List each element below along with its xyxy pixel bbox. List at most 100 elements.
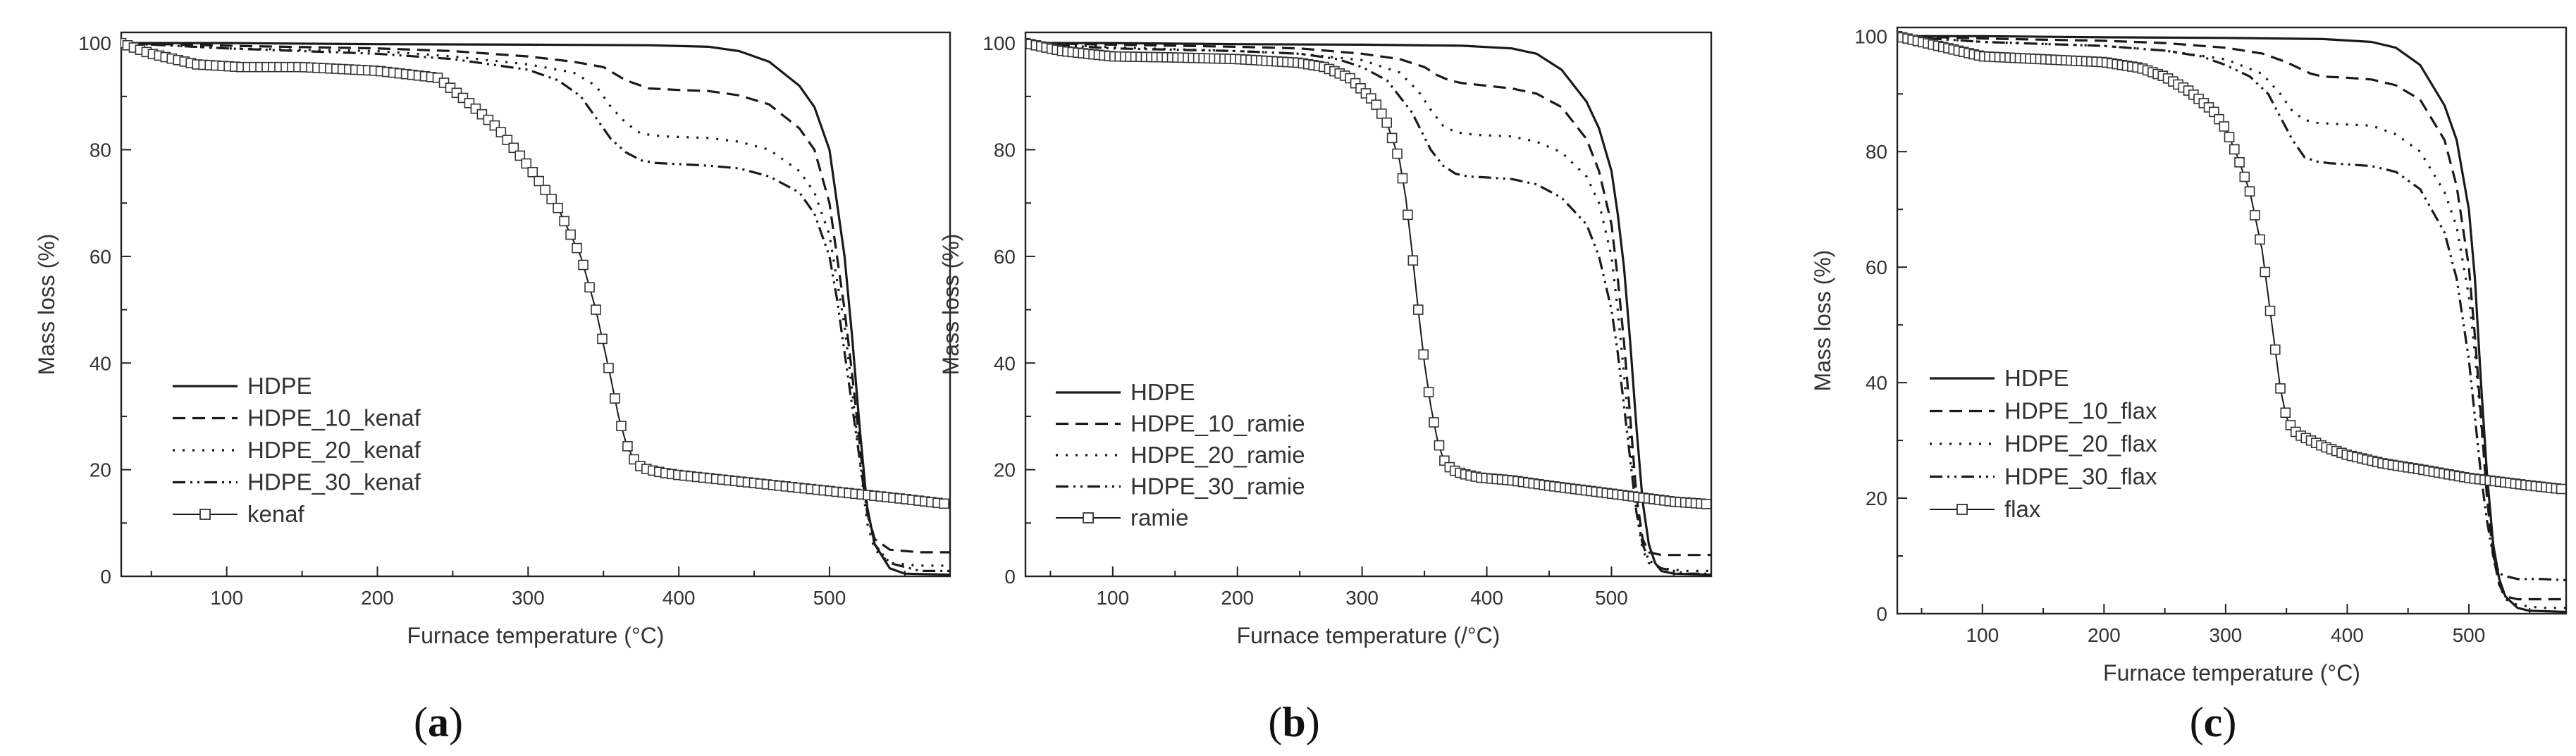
x-tick-label: 400 bbox=[2331, 624, 2364, 646]
y-tick-label: 60 bbox=[90, 246, 111, 268]
legend-label: HDPE_20_ramie bbox=[1130, 442, 1305, 468]
x-axis-title: Furnace temperature (/°C) bbox=[1237, 623, 1500, 648]
series-marker bbox=[1403, 209, 1413, 221]
x-tick-label: 100 bbox=[1096, 587, 1129, 609]
series-marker bbox=[1423, 387, 1434, 397]
series-marker bbox=[534, 175, 545, 187]
series-marker bbox=[2234, 157, 2245, 168]
series-marker bbox=[591, 304, 601, 315]
x-tick-label: 100 bbox=[210, 587, 243, 609]
legend-label: HDPE_30_kenaf bbox=[247, 469, 421, 495]
panel-label: (c) bbox=[2190, 699, 2237, 745]
x-tick-label: 400 bbox=[1470, 587, 1503, 609]
series-line-hdpe-10-flax bbox=[1897, 35, 2566, 601]
y-axis-title: Mass loss (%) bbox=[1810, 250, 1835, 392]
series-line-hdpe-10-ramie bbox=[1025, 42, 1711, 557]
legend-label: HDPE_10_kenaf bbox=[247, 405, 421, 431]
legend-label: HDPE_20_flax bbox=[2004, 430, 2157, 457]
y-tick-label: 20 bbox=[90, 459, 111, 481]
legend: HDPE HDPE_10_kenaf HDPE_20_kenaf HDPE_30_ke… bbox=[173, 373, 421, 527]
series-marker bbox=[603, 362, 614, 373]
y-tick-label: 60 bbox=[1866, 256, 1887, 278]
legend-label: kenaf bbox=[247, 501, 305, 527]
series-marker bbox=[616, 421, 627, 431]
x-tick-label: 500 bbox=[1595, 587, 1628, 609]
y-tick-label: 0 bbox=[1876, 603, 1887, 625]
x-tick-label: 200 bbox=[361, 587, 394, 609]
legend-marker bbox=[1083, 512, 1094, 523]
series-line-hdpe-30-flax bbox=[1897, 35, 2566, 582]
series-marker bbox=[1429, 417, 1439, 428]
series-marker bbox=[2244, 186, 2255, 197]
x-tick-label: 500 bbox=[813, 587, 846, 609]
plot-frame bbox=[1024, 31, 1713, 578]
x-tick-label: 100 bbox=[1966, 624, 1999, 646]
series-marker bbox=[2556, 483, 2566, 495]
y-tick-label: 80 bbox=[994, 140, 1016, 161]
series-marker bbox=[1434, 440, 1445, 451]
series-marker bbox=[508, 142, 519, 154]
series-marker bbox=[495, 127, 507, 137]
series-marker bbox=[1371, 99, 1382, 110]
series-marker bbox=[584, 282, 595, 293]
y-tick-label: 20 bbox=[994, 459, 1016, 481]
legend-label: HDPE_10_ramie bbox=[1130, 411, 1305, 437]
x-tick-label: 200 bbox=[2088, 624, 2121, 646]
series-marker bbox=[2269, 344, 2281, 355]
series-marker bbox=[1376, 109, 1387, 119]
y-tick-label: 40 bbox=[1866, 372, 1887, 394]
series-line-ramie bbox=[1025, 42, 1711, 505]
series-line-hdpe bbox=[1025, 42, 1711, 576]
legend-label: HDPE_30_flax bbox=[2004, 464, 2157, 490]
y-tick-label: 100 bbox=[1854, 25, 1887, 47]
series-marker bbox=[1412, 304, 1424, 315]
x-tick-label: 300 bbox=[512, 587, 545, 609]
series-marker bbox=[1407, 255, 1419, 266]
series-marker bbox=[939, 498, 949, 509]
x-tick-label: 300 bbox=[2210, 624, 2243, 646]
legend-label: HDPE_10_flax bbox=[2004, 398, 2157, 424]
series-marker bbox=[1392, 148, 1403, 159]
legend-label: HDPE_30_ramie bbox=[1130, 473, 1305, 500]
legend-label: HDPE bbox=[1130, 379, 1195, 405]
x-tick-label: 500 bbox=[2453, 624, 2486, 646]
series-line-hdpe-30-ramie bbox=[1025, 42, 1711, 575]
x-axis-title: Furnace temperature (°C) bbox=[2103, 660, 2360, 686]
plot-frame bbox=[1896, 26, 2568, 615]
x-axis-title: Furnace temperature (°C) bbox=[407, 623, 665, 648]
x-tick-label: 200 bbox=[1221, 587, 1254, 609]
y-tick-label: 0 bbox=[100, 566, 111, 588]
chart-panel-a: 100 200 300 400 500 0 20 40 60 80 100 Furnace tempe… bbox=[34, 31, 951, 745]
chart-panel-c: 100 200 300 400 500 0 20 40 60 80 100 Furnace tempe… bbox=[1810, 25, 2568, 745]
series-line-flax bbox=[1897, 35, 2566, 490]
legend-label: HDPE bbox=[247, 373, 312, 399]
legend-label: flax bbox=[2004, 496, 2041, 522]
y-tick-label: 40 bbox=[994, 352, 1016, 374]
series-marker bbox=[2224, 132, 2235, 143]
legend-marker bbox=[1956, 504, 1968, 515]
panel-label: (b) bbox=[1268, 699, 1319, 745]
y-axis-title: Mass loss (%) bbox=[938, 234, 963, 376]
series-marker bbox=[2219, 121, 2230, 132]
series-marker bbox=[622, 441, 633, 452]
series-line-hdpe bbox=[1897, 35, 2566, 614]
y-tick-label: 100 bbox=[982, 32, 1016, 54]
y-axis-title: Mass loss (%) bbox=[34, 234, 59, 376]
series-marker bbox=[514, 150, 526, 161]
series-marker bbox=[2229, 144, 2240, 155]
legend: HDPE HDPE_10_ramie HDPE_20_ramie HDPE_30_ra… bbox=[1056, 379, 1305, 531]
x-tick-label: 400 bbox=[663, 587, 696, 609]
series-marker bbox=[1381, 117, 1392, 128]
series-marker bbox=[553, 202, 563, 213]
panel-label: (a) bbox=[414, 699, 463, 745]
legend-label: HDPE bbox=[2004, 365, 2069, 391]
series-marker bbox=[2275, 383, 2286, 394]
series-marker bbox=[1418, 349, 1429, 360]
series-marker bbox=[2239, 171, 2250, 182]
series-line-hdpe-30-kenaf bbox=[121, 42, 950, 573]
series-marker bbox=[2280, 407, 2291, 419]
series-line-kenaf bbox=[121, 42, 950, 505]
series-line-hdpe-10-kenaf bbox=[121, 42, 950, 554]
series-marker bbox=[578, 259, 588, 271]
